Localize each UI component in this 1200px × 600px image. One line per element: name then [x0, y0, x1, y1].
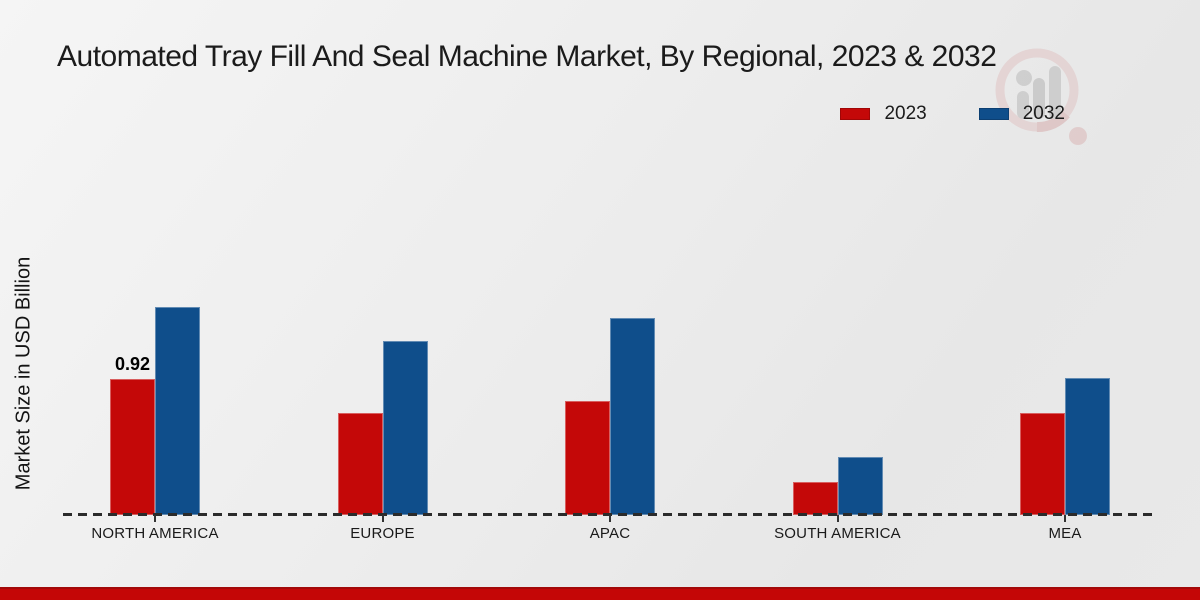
bar-2023-south-america: [792, 482, 838, 515]
bar-2023-apac: [565, 401, 610, 515]
legend: 2023 2032: [840, 103, 1065, 125]
bar-2032-south-america: [837, 457, 883, 515]
bar-2023-mea: [1020, 413, 1065, 515]
bar-2032-apac: [610, 318, 655, 515]
category-label-apac: APAC: [589, 525, 631, 542]
category-label-europe: EUROPE: [350, 525, 415, 542]
bar-2032-north-america: [155, 307, 200, 515]
market-research-logo-watermark: [995, 48, 1087, 145]
bar-2023-europe: [337, 413, 383, 515]
legend-item-2023: 2023: [840, 103, 927, 125]
data-label-2023-north-america: 0.92: [114, 354, 151, 374]
legend-item-2032: 2032: [978, 103, 1065, 125]
axis-tick-mea: [1064, 515, 1066, 522]
category-label-mea: MEA: [1048, 525, 1082, 542]
chart-title: Automated Tray Fill And Seal Machine Mar…: [57, 40, 997, 73]
axis-tick-north-america: [154, 515, 156, 522]
legend-swatch-2032: [978, 108, 1009, 120]
category-label-south-america: SOUTH AMERICA: [774, 525, 901, 542]
bar-2032-mea: [1065, 378, 1110, 515]
category-label-north-america: NORTH AMERICA: [91, 525, 219, 542]
bar-2023-north-america: [110, 379, 155, 515]
bar-2032-europe: [382, 341, 428, 515]
legend-label-2023: 2023: [884, 103, 927, 124]
x-axis-dashed-baseline: [63, 513, 1157, 516]
footer-red-band: [0, 587, 1200, 600]
axis-tick-south-america: [836, 515, 839, 522]
axis-tick-europe: [381, 515, 384, 522]
legend-swatch-2023: [840, 108, 871, 120]
legend-label-2032: 2032: [1022, 103, 1065, 124]
axis-tick-apac: [609, 515, 611, 522]
